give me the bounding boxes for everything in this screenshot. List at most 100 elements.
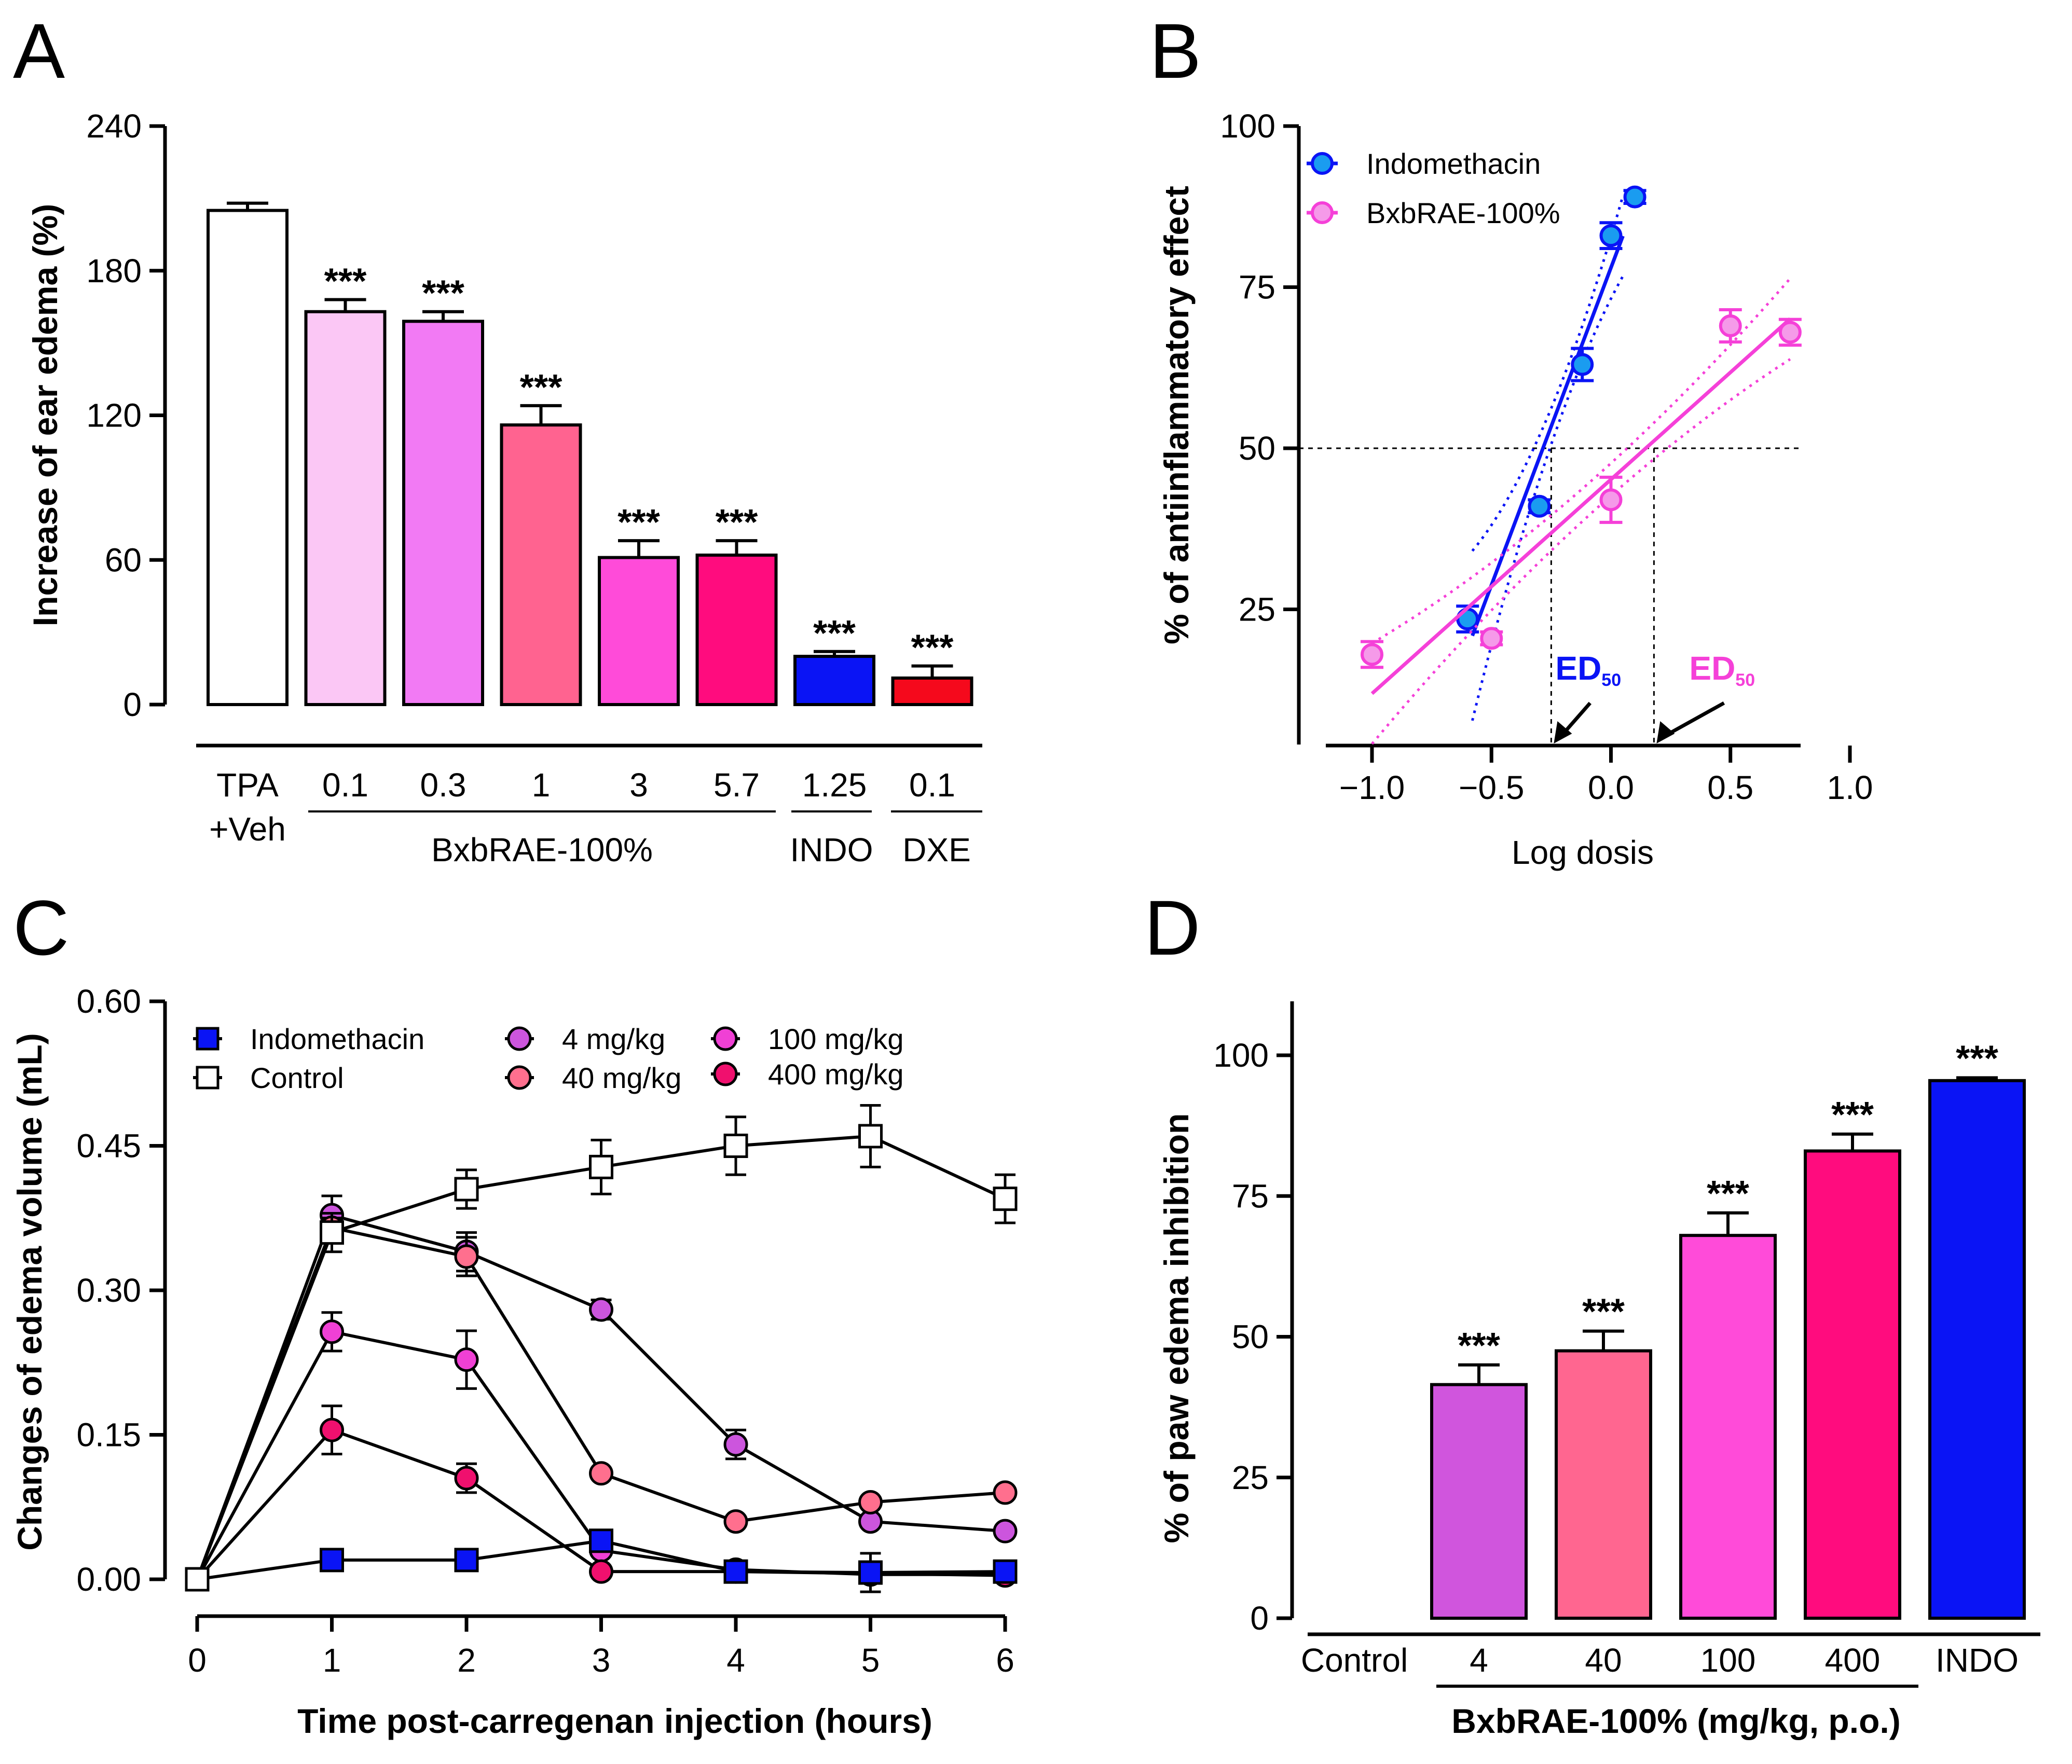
x-tick-label: −0.5 bbox=[1459, 769, 1524, 806]
x-tick-label: 3 bbox=[592, 1642, 611, 1679]
data-point bbox=[1528, 494, 1551, 518]
data-point bbox=[320, 1417, 344, 1442]
panel-b: B % of antiinflammatory effect Log dosis… bbox=[1149, 7, 1873, 871]
panel-a-ylabel: Increase of ear edema (%) bbox=[26, 204, 64, 626]
data-point bbox=[320, 1548, 344, 1573]
legend-marker bbox=[713, 1026, 738, 1051]
y-tick-label: 75 bbox=[1232, 1177, 1269, 1215]
ed50-label: ED50 bbox=[1555, 650, 1621, 690]
group-label: INDO bbox=[790, 831, 873, 869]
data-point bbox=[858, 1490, 883, 1514]
x-tick-label: +Veh bbox=[209, 810, 286, 848]
panel-c-xlabel: Time post-carregenan injection (hours) bbox=[297, 1702, 932, 1740]
data-point bbox=[993, 1480, 1018, 1505]
panel-c-label: C bbox=[13, 884, 69, 971]
y-tick-label: 0 bbox=[1250, 1600, 1269, 1637]
legend-label: Indomethacin bbox=[250, 1023, 424, 1055]
significance-stars: *** bbox=[1458, 1325, 1500, 1366]
bar bbox=[793, 655, 875, 707]
significance-stars: *** bbox=[1707, 1173, 1749, 1214]
x-tick-label: INDO bbox=[1936, 1642, 2019, 1679]
legend-label: Control bbox=[250, 1062, 344, 1094]
data-point bbox=[858, 1124, 883, 1149]
significance-stars: *** bbox=[813, 613, 856, 653]
panel-a-label: A bbox=[13, 7, 65, 94]
data-point bbox=[1599, 224, 1623, 247]
data-point bbox=[1571, 353, 1594, 376]
panel-d-ylabel: % of paw edema inhibition bbox=[1157, 1113, 1196, 1544]
panel-c-ylabel: Changes of edema volume (mL) bbox=[10, 1033, 49, 1551]
data-point bbox=[454, 1548, 479, 1573]
legend-marker bbox=[507, 1026, 532, 1051]
x-tick-label: 3 bbox=[629, 766, 648, 804]
bar bbox=[1555, 1349, 1652, 1620]
data-point bbox=[723, 1134, 748, 1158]
panel-b-xlabel: Log dosis bbox=[1512, 834, 1654, 871]
fit-line bbox=[1370, 317, 1792, 695]
data-point bbox=[454, 1177, 479, 1202]
data-point bbox=[320, 1220, 344, 1245]
bar bbox=[1679, 1234, 1777, 1620]
y-tick-label: 180 bbox=[86, 252, 142, 290]
data-point bbox=[1480, 627, 1503, 650]
x-tick-label: 0.5 bbox=[1707, 769, 1753, 806]
data-point bbox=[589, 1461, 613, 1486]
data-point bbox=[993, 1559, 1018, 1584]
data-point bbox=[1778, 321, 1802, 344]
x-tick-label: 2 bbox=[457, 1642, 476, 1679]
x-tick-label: 0.3 bbox=[420, 766, 466, 804]
data-point bbox=[1719, 314, 1742, 338]
bar bbox=[1928, 1079, 2026, 1620]
y-tick-label: 0.00 bbox=[76, 1561, 141, 1598]
data-point bbox=[1599, 488, 1623, 512]
data-point bbox=[185, 1567, 210, 1592]
bar bbox=[1430, 1383, 1528, 1620]
confidence-band bbox=[1371, 278, 1791, 645]
ed50-arrowhead bbox=[1554, 721, 1572, 743]
panel-d: D % of paw edema inhibition 0 25 50 75 100 Co… bbox=[1144, 884, 2040, 1740]
x-tick-label: 0.1 bbox=[909, 766, 955, 804]
y-tick-label: 0.15 bbox=[76, 1416, 141, 1454]
x-tick-label: 1 bbox=[323, 1642, 341, 1679]
confidence-band bbox=[1471, 275, 1624, 721]
bar bbox=[891, 676, 973, 707]
group-label: DXE bbox=[902, 831, 971, 869]
y-tick-label: 0.60 bbox=[76, 983, 141, 1020]
legend-label: Indomethacin bbox=[1366, 147, 1541, 180]
x-tick-label: 100 bbox=[1700, 1642, 1756, 1679]
y-tick-label: 0 bbox=[123, 686, 142, 723]
group-label: BxbRAE-100% bbox=[431, 831, 653, 869]
significance-stars: *** bbox=[520, 367, 562, 407]
data-point bbox=[589, 1154, 613, 1179]
panel-a: A Increase of ear edema (%) 0 60 120 180 240… bbox=[13, 7, 982, 869]
significance-stars: *** bbox=[716, 502, 758, 542]
panel-d-label: D bbox=[1144, 884, 1200, 971]
x-tick-label: 400 bbox=[1825, 1642, 1881, 1679]
series-line bbox=[196, 1225, 1006, 1580]
data-point bbox=[320, 1319, 344, 1344]
panel-b-ylabel: % of antiinflammatory effect bbox=[1157, 186, 1196, 644]
significance-stars: *** bbox=[618, 502, 660, 542]
legend-label: 40 mg/kg bbox=[562, 1062, 681, 1094]
data-point bbox=[454, 1347, 479, 1372]
panel-c: C Changes of edema volume (mL) Time post… bbox=[10, 884, 1018, 1740]
data-point bbox=[1623, 185, 1646, 209]
significance-stars: *** bbox=[1956, 1038, 1998, 1078]
significance-stars: *** bbox=[1831, 1094, 1874, 1135]
y-tick-label: 50 bbox=[1232, 1318, 1269, 1356]
legend-marker bbox=[196, 1066, 219, 1090]
x-tick-label: 5 bbox=[861, 1642, 880, 1679]
bar bbox=[695, 553, 778, 707]
significance-stars: *** bbox=[324, 261, 367, 301]
x-tick-label: 4 bbox=[726, 1642, 745, 1679]
data-point bbox=[454, 1244, 479, 1269]
legend-label: 400 mg/kg bbox=[768, 1058, 904, 1091]
y-tick-label: 50 bbox=[1239, 430, 1275, 467]
data-point bbox=[589, 1559, 613, 1584]
legend-label: BxbRAE-100% bbox=[1366, 197, 1560, 229]
panel-d-xlabel: BxbRAE-100% (mg/kg, p.o.) bbox=[1451, 1702, 1900, 1740]
y-tick-label: 240 bbox=[86, 107, 142, 145]
data-point bbox=[723, 1559, 748, 1584]
y-tick-label: 100 bbox=[1213, 1037, 1269, 1074]
bar bbox=[402, 320, 484, 706]
